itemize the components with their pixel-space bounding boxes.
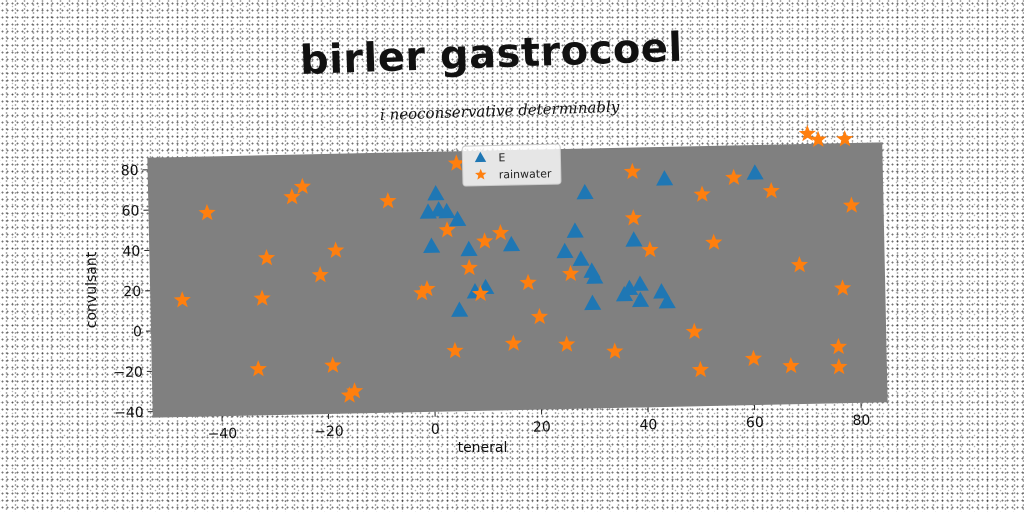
legend-label: E — [498, 151, 505, 164]
star-point — [418, 279, 436, 297]
star-point — [705, 233, 723, 251]
triangle-point — [584, 294, 602, 311]
star-point — [790, 256, 809, 273]
x-tick-label: 20 — [533, 419, 551, 435]
chart-title: birler gastrocoel — [299, 24, 684, 84]
y-tick-label: 80 — [121, 163, 139, 179]
star-point — [744, 349, 763, 367]
y-axis-ticks: −40 −20 0 20 40 60 80 — [113, 163, 153, 422]
star-point — [346, 382, 364, 399]
star-point — [834, 279, 852, 296]
star-point — [624, 209, 642, 226]
triangle-point — [658, 293, 676, 309]
star-point — [446, 341, 464, 359]
star-point — [471, 284, 490, 302]
star-point — [253, 289, 271, 306]
x-tick-label: −20 — [314, 424, 344, 441]
legend-box — [461, 143, 562, 187]
star-point — [447, 154, 465, 171]
star-point — [324, 356, 342, 373]
triangle-point — [625, 231, 643, 247]
x-tick-label: 40 — [639, 417, 657, 433]
x-tick-label: 80 — [852, 413, 870, 429]
star-point — [198, 203, 216, 221]
legend-marker — [475, 168, 487, 180]
star-point — [258, 249, 276, 266]
triangle-point — [572, 250, 590, 266]
star-point — [340, 386, 358, 403]
y-tick-label: 40 — [122, 244, 140, 260]
x-tick-label: 0 — [431, 422, 440, 438]
star-point — [691, 360, 710, 378]
star-point — [249, 360, 267, 377]
star-point — [379, 192, 397, 209]
star-point — [782, 357, 800, 374]
star-point — [530, 307, 549, 325]
star-point — [438, 221, 456, 238]
triangle-point — [423, 237, 441, 253]
star-point — [283, 188, 301, 205]
x-tick-label: −40 — [207, 426, 237, 443]
legend-label: rainwater — [499, 167, 552, 181]
star-point — [327, 241, 345, 258]
triangle-point — [656, 170, 674, 186]
y-tick-label: 0 — [133, 324, 142, 340]
triangle-point — [503, 235, 521, 252]
legend-marker — [474, 151, 487, 163]
star-point — [293, 177, 311, 195]
star-point — [830, 358, 848, 375]
triangle-point — [556, 242, 574, 259]
star-point — [685, 322, 703, 340]
y-tick-label: −20 — [113, 365, 143, 382]
triangle-point — [451, 301, 469, 317]
star-point — [829, 337, 848, 355]
x-axis-ticks: −40 −20 0 20 40 60 80 — [207, 402, 870, 443]
y-tick-label: 60 — [121, 203, 139, 219]
triangle-point — [566, 222, 584, 238]
triangle-point — [576, 183, 594, 200]
scatter-chart: −40 −20 0 20 40 60 80 −40 −20 0 20 40 60 80 Erainwat… — [84, 124, 888, 456]
star-point — [809, 130, 827, 148]
star-point — [725, 168, 743, 186]
triangle-point — [621, 279, 639, 296]
y-axis-label: convulsant — [84, 251, 100, 328]
star-point — [836, 130, 854, 147]
y-tick-label: −40 — [114, 405, 144, 422]
star-point — [519, 273, 537, 291]
star-point — [623, 162, 641, 180]
star-point — [606, 342, 624, 359]
triangle-point — [746, 164, 764, 180]
star-point — [413, 284, 431, 301]
plot-background — [147, 142, 888, 418]
star-point — [693, 185, 711, 202]
triangle-point — [438, 202, 456, 219]
plot-group: −40 −20 0 20 40 60 80 −40 −20 0 20 40 60 80 Erainwat… — [113, 124, 888, 443]
star-point — [842, 196, 861, 213]
triangle-point — [586, 268, 604, 284]
star-point — [491, 223, 510, 241]
triangle-point — [460, 240, 478, 257]
triangle-point — [632, 291, 650, 308]
y-tick-label: 20 — [123, 284, 141, 300]
triangle-point — [427, 185, 445, 201]
x-tick-label: 60 — [746, 415, 764, 431]
triangle-point — [653, 283, 671, 299]
star-point — [173, 291, 191, 308]
star-point — [460, 258, 478, 276]
star-point — [641, 241, 659, 258]
star-point — [558, 335, 576, 352]
triangle-point — [449, 210, 467, 227]
x-axis-label: teneral — [458, 440, 508, 456]
star-point — [504, 334, 523, 351]
star-point — [562, 264, 580, 282]
star-point — [762, 182, 780, 199]
triangle-point — [631, 275, 649, 291]
data-marks — [173, 124, 861, 403]
star-point — [311, 266, 329, 283]
star-point — [476, 232, 494, 249]
